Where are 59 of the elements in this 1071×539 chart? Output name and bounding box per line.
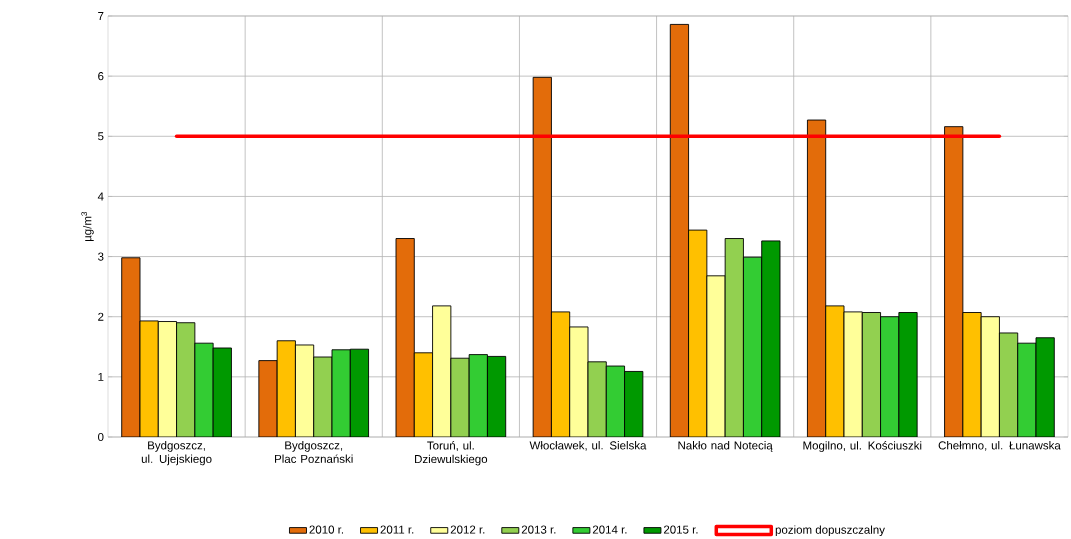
x-tick-label: Nakło nad Notecią	[678, 441, 773, 452]
y-tick-label: 6	[98, 72, 104, 81]
bar	[213, 347, 232, 437]
y-tick-label: 2	[98, 312, 104, 321]
bar	[295, 344, 314, 437]
x-tick-label: Bydgoszcz, ul. Ujejskiego	[141, 441, 212, 466]
bar	[432, 305, 451, 437]
y-tick-label: 7	[98, 12, 104, 20]
legend-label: poziom dopuszczalny	[775, 525, 885, 537]
x-tick-label: Toruń, ul. Dziewulskiego	[415, 441, 488, 466]
bar	[980, 316, 1000, 437]
bar	[944, 126, 964, 437]
bar	[414, 352, 433, 437]
bar	[487, 356, 506, 437]
bar	[1035, 337, 1055, 437]
bar	[743, 257, 762, 437]
bar	[469, 354, 488, 437]
bar	[998, 332, 1019, 437]
bar	[350, 349, 369, 437]
y-tick-label: 4	[97, 192, 104, 201]
bar	[1017, 342, 1037, 437]
x-tick-label: Bydgoszcz, Plac Poznański	[275, 441, 353, 463]
bar	[396, 238, 415, 437]
legend-label: 2014 r.	[592, 525, 627, 534]
bar	[825, 305, 844, 437]
bar	[332, 349, 351, 437]
y-tick-label: 5	[98, 132, 104, 141]
bar	[551, 311, 570, 437]
bar	[844, 311, 863, 437]
bar	[121, 257, 140, 437]
legend-label: 2013 r.	[521, 525, 556, 534]
legend-label: 2015 r.	[663, 525, 698, 534]
bar	[862, 312, 881, 437]
legend-label: 2011 r.	[380, 525, 414, 534]
bar	[725, 238, 744, 437]
x-tick-label: Chełmno, ul. Łunawska	[938, 441, 1061, 451]
bar	[176, 322, 195, 437]
bar	[569, 326, 588, 437]
bar	[158, 321, 177, 437]
x-tick-label: Mogilno, ul. Kościuszki	[803, 441, 922, 452]
bar	[761, 240, 780, 437]
bar	[277, 340, 296, 437]
bar	[533, 77, 552, 437]
y-tick-label: 0	[98, 432, 104, 442]
bar	[140, 320, 159, 437]
bar	[606, 366, 625, 437]
bar	[313, 357, 332, 437]
legend-label: 2012 r.	[450, 525, 485, 534]
bar	[624, 371, 643, 437]
bar	[588, 361, 607, 437]
bar	[670, 24, 689, 437]
x-tick-label: Włocławek, ul. Sielska	[529, 441, 647, 451]
bar	[688, 230, 707, 437]
y-tick-label: 1	[98, 372, 104, 381]
bar	[880, 316, 899, 437]
bar	[807, 120, 826, 437]
legend-label: 2010 r.	[309, 525, 344, 534]
y-tick-label: 3	[98, 252, 104, 261]
y-axis-title: µg/m$^{3}$	[81, 211, 94, 242]
